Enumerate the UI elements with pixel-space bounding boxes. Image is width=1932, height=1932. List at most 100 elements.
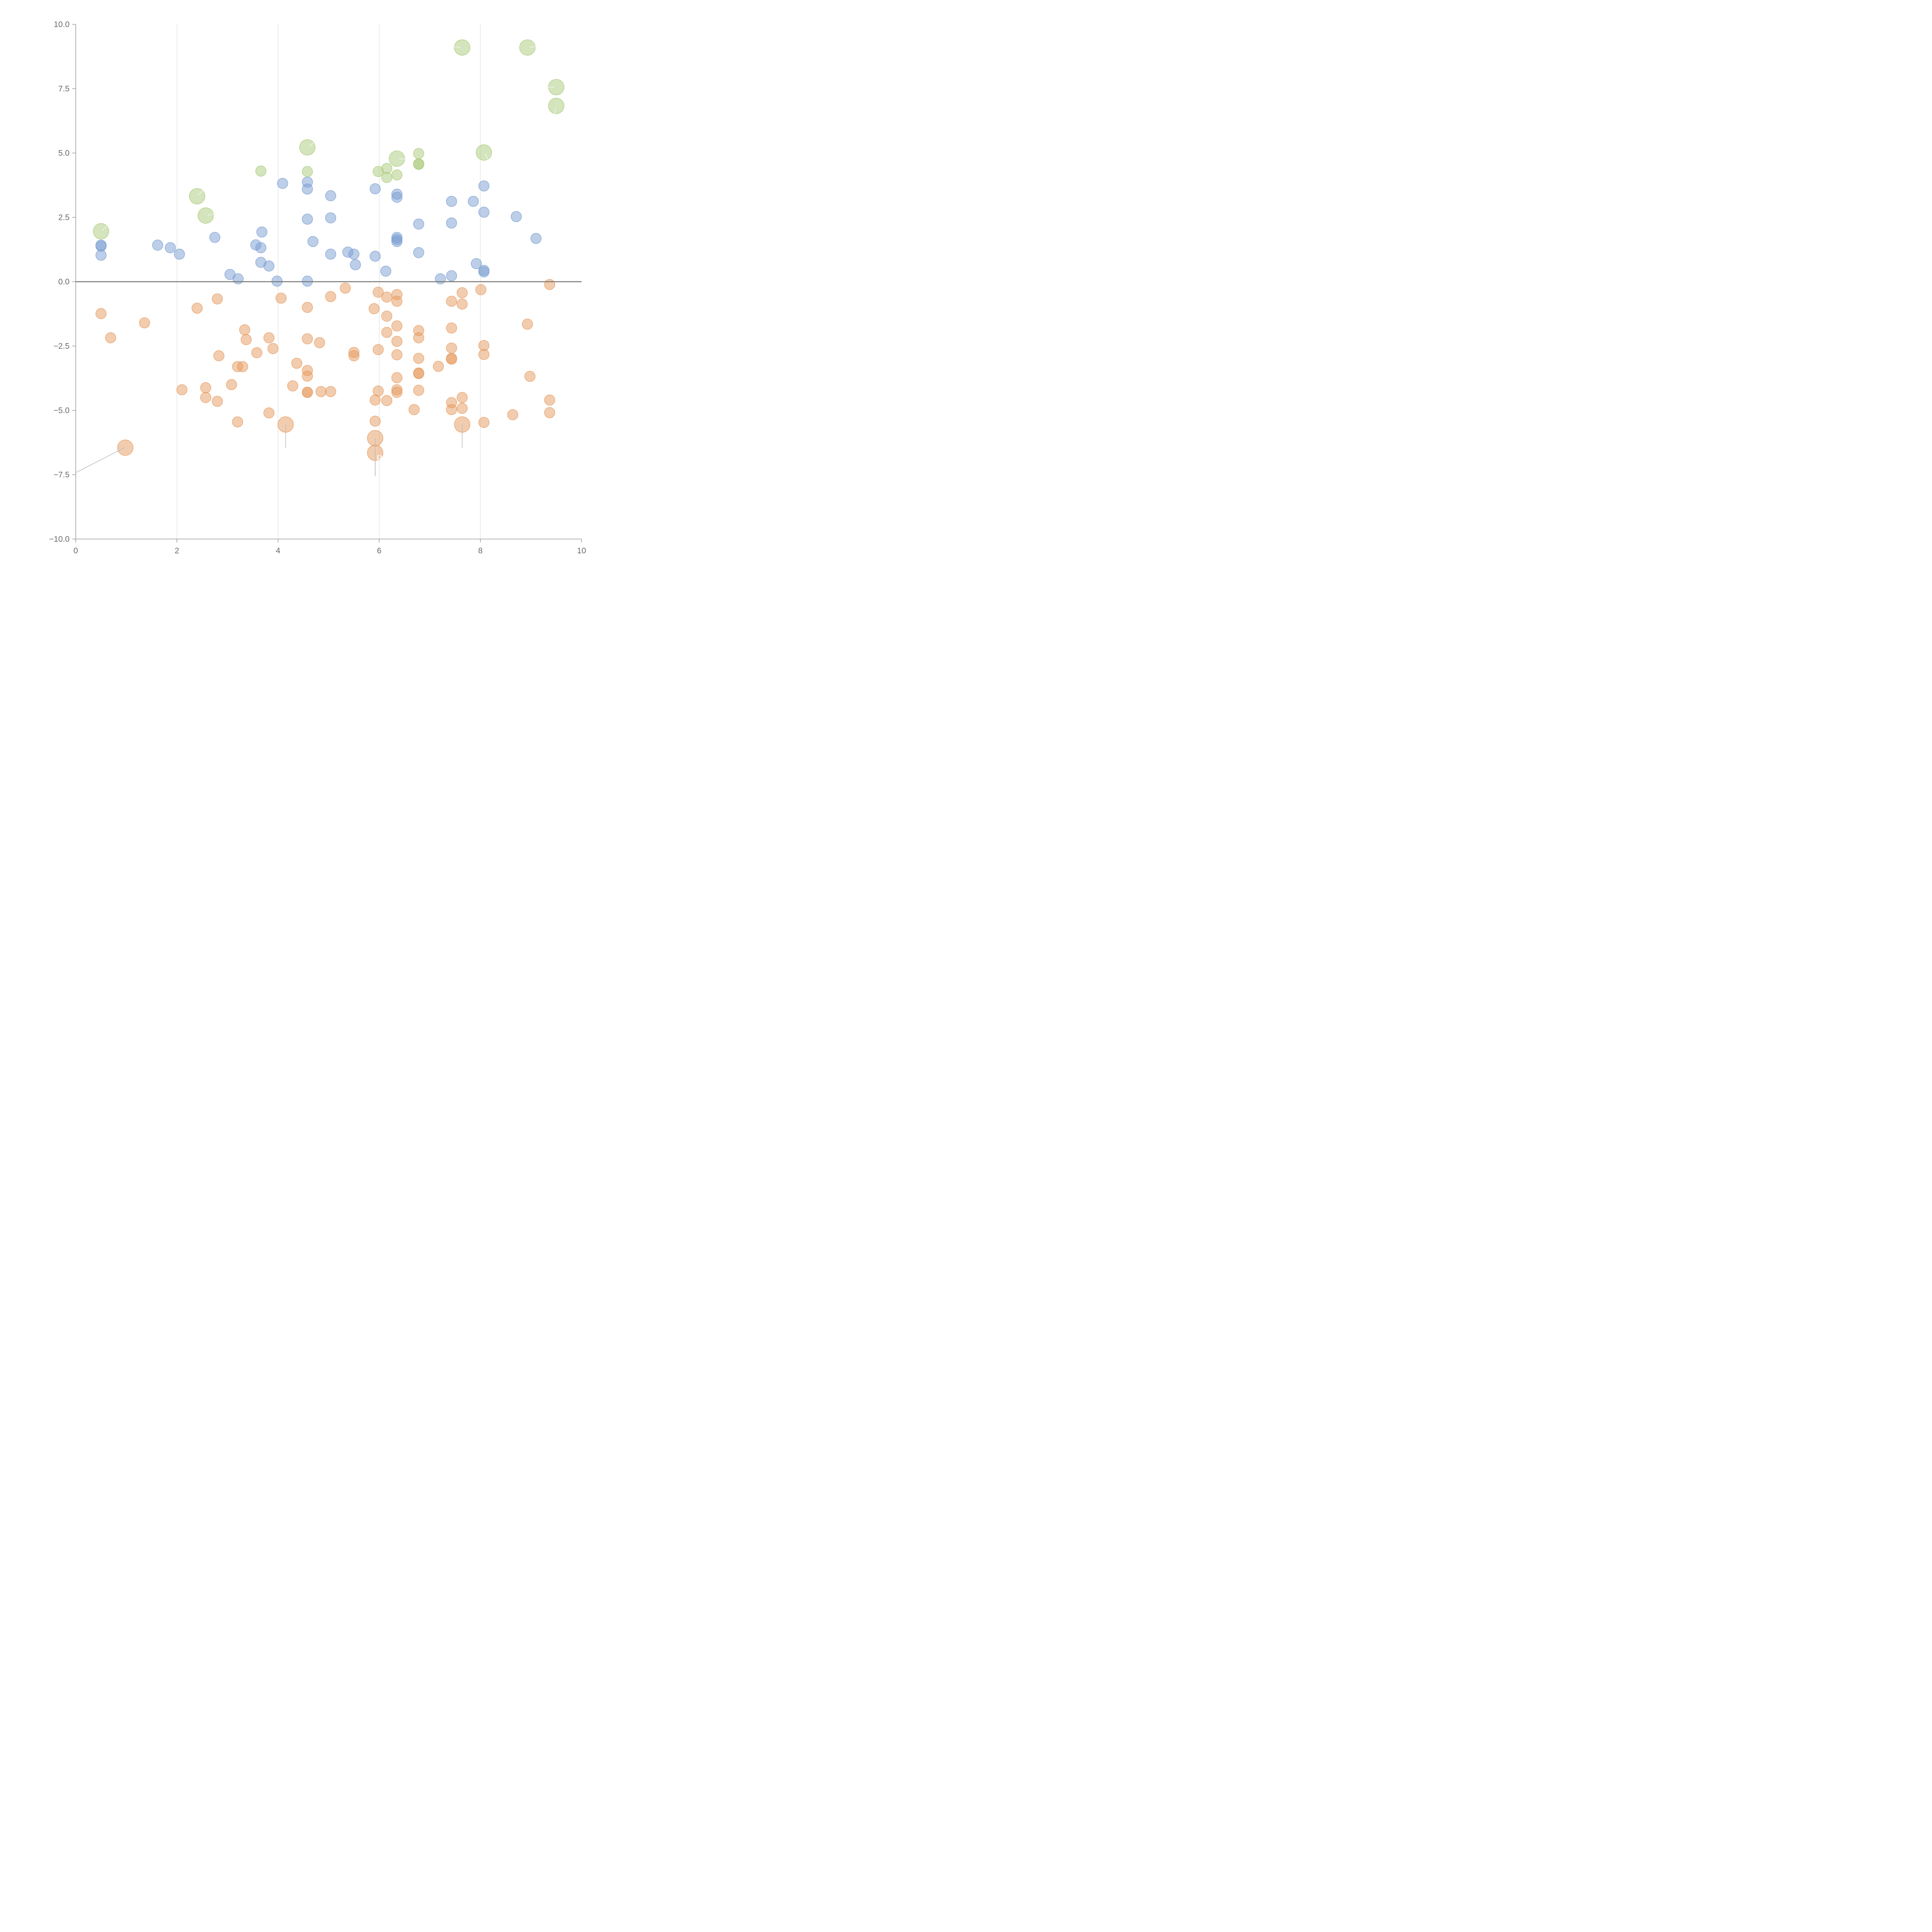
point-orange [369,303,380,315]
point-orange [381,395,393,406]
point-orange [302,302,313,313]
leader-line [102,226,107,231]
point-orange [325,291,336,302]
point-blue [435,273,446,284]
point-orange [139,317,150,328]
point-orange [391,336,403,347]
x-tick-label: 0 [73,546,78,555]
scatter-points [93,39,565,461]
point-green [255,165,267,177]
point-orange [381,310,393,322]
point-orange [475,284,486,295]
point-orange [391,320,403,332]
leader-line [309,141,316,146]
point-blue [256,226,267,238]
point-orange [105,332,116,344]
point-orange [372,344,384,355]
point-orange [391,387,403,398]
point-orange [544,395,555,406]
point-blue [152,240,163,251]
y-tick-label: 5.0 [58,149,70,158]
point-orange [200,392,211,403]
point-blue [391,236,403,247]
point-orange [239,324,250,335]
point-orange [507,409,519,420]
point-orange [263,407,275,418]
point-blue [165,242,176,253]
point-orange [456,287,468,298]
point-orange [267,343,279,354]
annotation-leader-lines [75,46,556,476]
point-orange [212,293,223,304]
point-orange [381,327,393,338]
point-green-large [454,39,471,56]
y-tick-label: 7.5 [58,85,70,94]
point-orange [191,303,203,314]
bubble-chart: 10.0 7.5 5.0 2.5 0.0 −2.5 −5.0 −7.5 −10.0 0 2 4 6 8 1… [49,20,586,555]
point-blue [325,190,336,201]
point-orange [456,403,468,414]
point-green [413,159,424,170]
point-blue [530,233,542,244]
point-orange [446,342,457,354]
y-tick-label: −5.0 [54,406,70,415]
y-tick-label: −2.5 [54,342,70,351]
point-orange [372,287,384,298]
point-orange [413,368,424,379]
point-orange [276,293,287,304]
point-blue [255,242,267,253]
point-orange [263,332,275,344]
point-blue [307,236,319,247]
point-blue [391,192,403,203]
point-orange [340,282,351,294]
point-orange [413,384,424,396]
point-blue [369,250,381,262]
point-blue [446,270,457,281]
point-blue [325,248,336,260]
y-tick-label: 10.0 [54,20,70,29]
point-green [302,166,313,177]
point-orange [291,357,303,369]
x-tick-label: 10 [577,546,586,555]
point-orange [302,333,313,345]
point-orange [314,337,325,349]
point-blue [413,218,424,230]
point-orange [446,404,457,415]
point-green-large [299,139,316,156]
point-orange [544,279,555,290]
point-orange [381,291,393,303]
x-axis-ticks: 0 2 4 6 8 10 [73,539,586,555]
point-orange [226,379,237,390]
point-orange-large [117,439,134,456]
point-blue [446,217,457,229]
leader-line [207,213,216,216]
point-blue [209,232,221,243]
point-blue [325,212,336,224]
point-orange [302,387,313,398]
x-tick-label: 6 [377,546,382,555]
point-orange [369,395,381,406]
point-green-large [548,98,565,114]
leader-line [529,46,538,48]
point-green-large [197,207,214,224]
y-tick-label: 0.0 [58,277,70,286]
point-orange [325,386,336,397]
point-orange [232,416,243,428]
point-blue [478,266,490,277]
point-orange [213,350,224,362]
y-tick-label: 2.5 [58,213,70,222]
point-green-large [389,150,405,167]
point-blue [95,250,107,261]
point-orange [348,350,360,362]
point-orange [287,380,298,391]
point-orange [413,353,424,364]
point-orange [544,407,555,418]
point-blue [277,178,288,189]
point-orange [200,382,211,393]
point-orange [522,318,533,330]
point-blue [446,196,457,207]
point-green-large [476,144,492,161]
point-orange [240,334,252,345]
point-green-large [93,223,109,240]
point-orange [524,371,536,382]
